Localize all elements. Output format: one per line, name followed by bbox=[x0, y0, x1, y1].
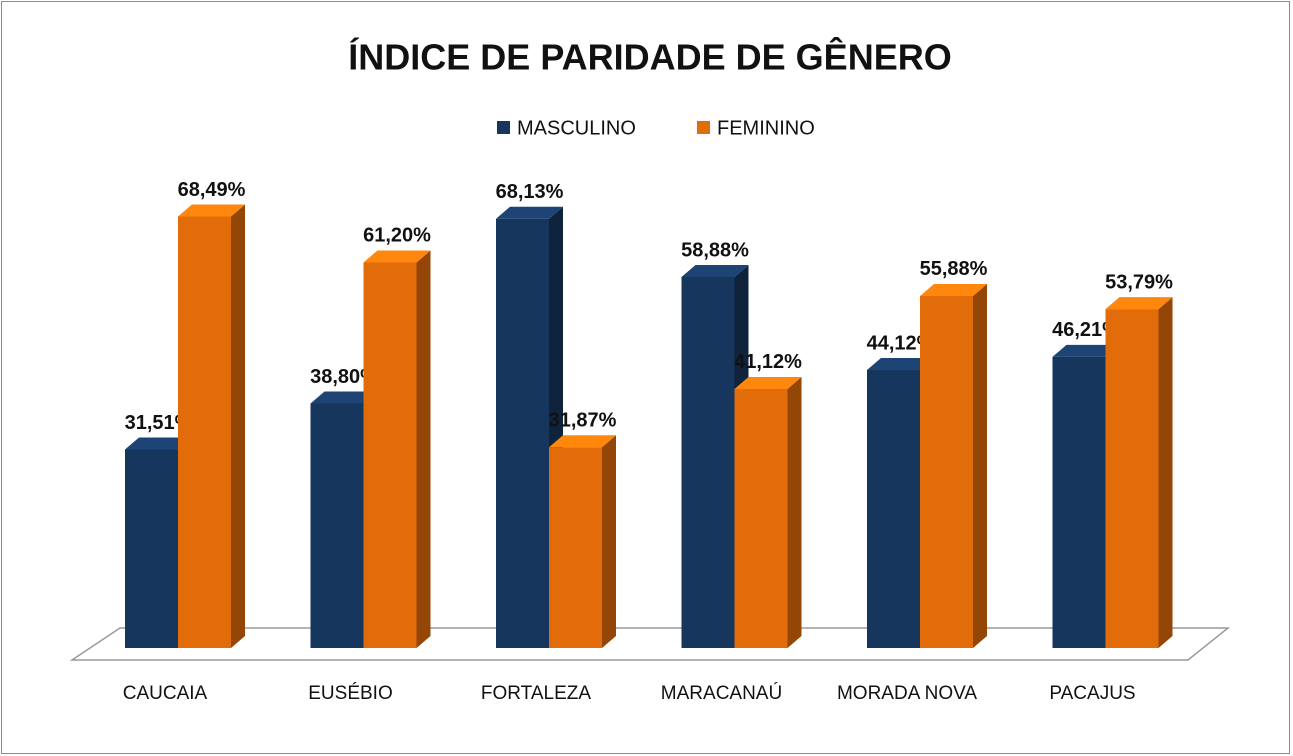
bar-front bbox=[1105, 309, 1159, 648]
bar bbox=[549, 435, 616, 648]
bar-top bbox=[178, 204, 245, 217]
bar-front bbox=[496, 218, 549, 648]
data-label: 31,87% bbox=[549, 410, 617, 432]
legend-label: MASCULINO bbox=[517, 117, 636, 139]
bar-top bbox=[125, 437, 192, 450]
data-label: 68,13% bbox=[496, 181, 564, 203]
data-label: 41,12% bbox=[734, 351, 802, 373]
bar-front bbox=[734, 388, 788, 648]
data-label: 44,12% bbox=[867, 332, 935, 354]
data-label: 55,88% bbox=[920, 258, 988, 280]
bar bbox=[1105, 297, 1173, 648]
bar-front bbox=[178, 216, 231, 648]
x-tick-label: PACAJUS bbox=[1049, 683, 1136, 704]
x-tick-label: EUSÉBIO bbox=[308, 683, 393, 704]
bar-side bbox=[787, 376, 802, 648]
bar-top bbox=[867, 358, 934, 371]
legend-swatch bbox=[697, 121, 710, 134]
bar bbox=[920, 283, 987, 648]
chart-title: ÍNDICE DE PARIDADE DE GÊNERO bbox=[348, 36, 951, 78]
data-label: 31,51% bbox=[125, 412, 193, 434]
legend-label: FEMININO bbox=[717, 117, 815, 139]
bar-front bbox=[549, 447, 602, 648]
x-tick-label: MORADA NOVA bbox=[836, 683, 978, 704]
bar-side bbox=[1158, 297, 1173, 648]
bar-top bbox=[1105, 297, 1173, 310]
legend-swatch bbox=[497, 121, 510, 134]
bar-front bbox=[681, 277, 735, 648]
data-label: 58,88% bbox=[681, 239, 749, 261]
bar-front bbox=[363, 262, 417, 648]
x-tick-label: MARACANAÚ bbox=[660, 683, 783, 704]
x-tick-label: FORTALEZA bbox=[480, 683, 592, 704]
bar-top bbox=[549, 435, 616, 448]
bar-front bbox=[867, 370, 920, 648]
data-label: 61,20% bbox=[363, 225, 431, 247]
bar-top bbox=[310, 391, 378, 404]
data-label: 46,21% bbox=[1052, 319, 1120, 341]
x-tick-label: CAUCAIA bbox=[122, 683, 208, 704]
bar-front bbox=[125, 449, 178, 648]
bar bbox=[178, 204, 245, 648]
data-label: 68,49% bbox=[178, 179, 246, 201]
bar-side bbox=[602, 435, 616, 648]
bar-front bbox=[1052, 356, 1106, 648]
bar bbox=[363, 250, 431, 648]
bar-top bbox=[496, 206, 563, 219]
bar-side bbox=[973, 283, 987, 648]
data-label: 38,80% bbox=[310, 366, 378, 388]
bar-top bbox=[1052, 344, 1120, 357]
bar-top bbox=[734, 376, 802, 389]
bar bbox=[734, 376, 802, 648]
bar-top bbox=[920, 283, 987, 296]
bar-top bbox=[363, 250, 431, 263]
bar-top bbox=[681, 265, 749, 278]
bar-front bbox=[920, 295, 973, 648]
bar-front bbox=[310, 403, 364, 648]
data-label: 53,79% bbox=[1105, 271, 1173, 293]
bar-side bbox=[231, 204, 245, 648]
bar-side bbox=[416, 250, 431, 648]
